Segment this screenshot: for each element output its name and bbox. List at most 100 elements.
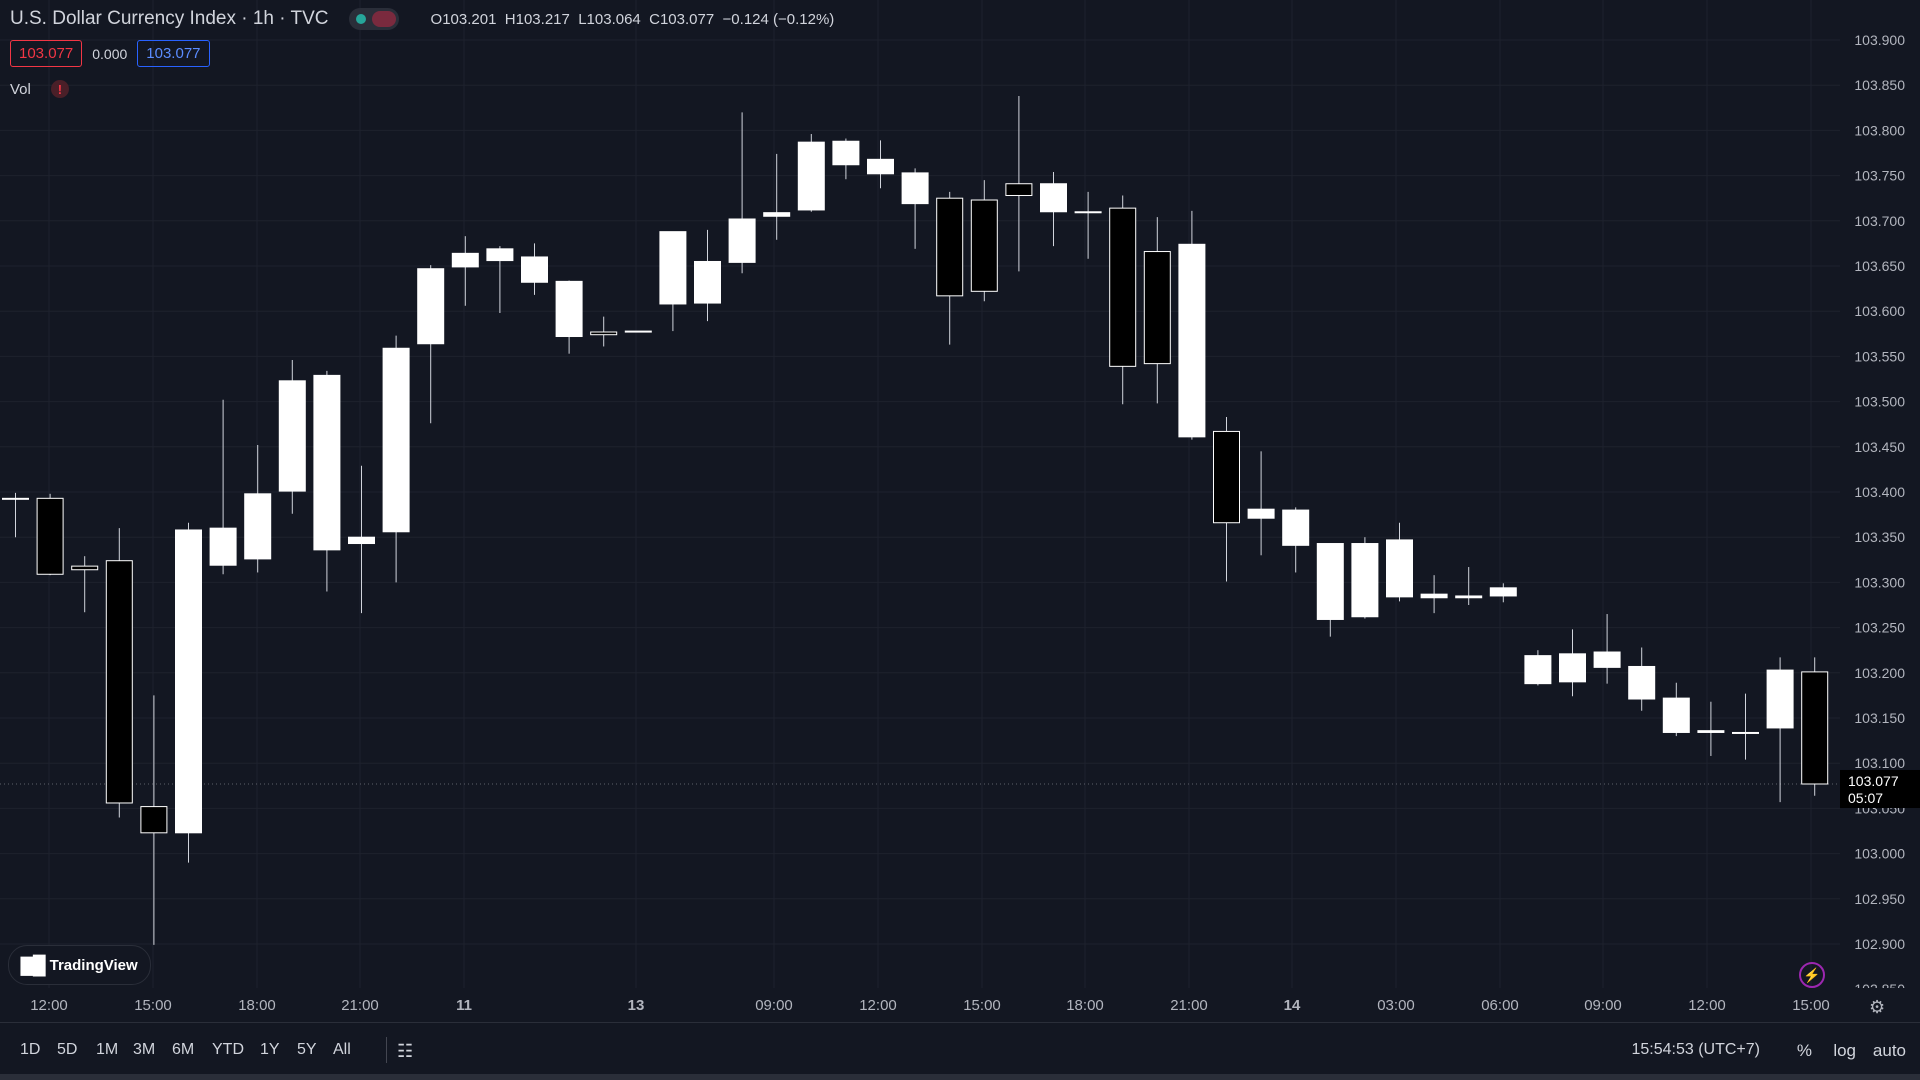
candle-body — [2, 497, 29, 500]
candle — [71, 556, 99, 613]
price-tick-label: 102.850 — [1854, 981, 1905, 988]
candle-body — [694, 260, 721, 304]
price-axis-labels: 103.900 103.850 103.800 103.750 103.700 103.6… — [1840, 32, 1920, 997]
clock[interactable]: 15:54:53 (UTC+7) — [1631, 1041, 1760, 1058]
time-tick-label: 11 — [456, 997, 472, 1014]
candle-body — [1178, 243, 1206, 438]
candle-body — [36, 497, 64, 575]
candle-body — [1697, 730, 1725, 733]
timeframe-5d[interactable]: 5D — [57, 1041, 78, 1058]
candle — [1593, 614, 1621, 684]
price-tick-label: 103.650 — [1854, 258, 1905, 274]
time-tick-label: 09:00 — [755, 997, 793, 1014]
time-tick-label: 03:00 — [1377, 997, 1415, 1014]
trade-buttons: 103.077 0.000 103.077 — [10, 40, 210, 67]
candle — [278, 360, 306, 514]
candle — [1178, 210, 1206, 440]
candle — [1074, 191, 1102, 259]
timeframe-1m[interactable]: 1M — [96, 1041, 119, 1058]
spread-value: 0.000 — [92, 45, 128, 62]
candle — [1420, 575, 1448, 614]
candle-body — [451, 252, 479, 268]
time-tick-label: 12:00 — [1688, 997, 1726, 1014]
candle-body — [175, 529, 202, 834]
time-tick-label: 21:00 — [341, 997, 379, 1014]
warning-icon[interactable]: ! — [50, 80, 69, 98]
percent-toggle[interactable]: % — [1796, 1041, 1812, 1060]
price-tick-label: 103.000 — [1854, 846, 1905, 862]
candle-body — [1593, 651, 1621, 668]
timeframe-ytd[interactable]: YTD — [212, 1041, 244, 1058]
timeframe-6m[interactable]: 6M — [172, 1041, 195, 1058]
volume-label[interactable]: Vol — [10, 80, 31, 98]
buy-button[interactable]: 103.077 — [137, 40, 210, 67]
price-tick-label: 103.200 — [1854, 665, 1905, 681]
candle — [728, 112, 756, 274]
price-axis[interactable]: 103.900 103.850 103.800 103.750 103.700 103.6… — [1840, 0, 1920, 997]
candle — [1524, 650, 1552, 686]
tradingview-logo[interactable]: ▇█ TradingView — [8, 945, 151, 985]
candle — [36, 493, 64, 576]
candle-body — [140, 806, 168, 834]
chart-pane[interactable] — [0, 0, 1840, 988]
timeframe-3m[interactable]: 3M — [133, 1041, 156, 1058]
candle — [1005, 96, 1033, 272]
time-tick-label: 12:00 — [30, 997, 68, 1014]
market-status-toggle[interactable] — [348, 8, 399, 30]
time-tick-label: 21:00 — [1170, 997, 1208, 1014]
close-value: 103.077 — [659, 10, 715, 28]
candle — [209, 399, 237, 575]
candle-body — [555, 280, 583, 338]
time-tick-label: 13 — [628, 997, 645, 1014]
date-range-icon[interactable]: ☷ — [397, 1041, 414, 1061]
lightning-icon[interactable]: ⚡ — [1799, 962, 1825, 988]
candle-body — [1455, 595, 1483, 599]
timeframe-all[interactable]: All — [333, 1041, 351, 1058]
price-tick-label: 103.500 — [1854, 394, 1905, 410]
candle-body — [728, 218, 756, 263]
candle — [936, 191, 964, 345]
high-value: 103.217 — [515, 10, 570, 28]
time-axis[interactable]: 12:00 15:00 18:00 21:00 11 13 09:00 12:00 15:00 1… — [0, 988, 1920, 1022]
candle-body — [278, 380, 306, 492]
candle-body — [1559, 653, 1586, 683]
candle — [797, 134, 825, 212]
price-tick-label: 103.750 — [1854, 168, 1905, 184]
time-tick-label: 15:00 — [1792, 997, 1830, 1014]
sell-button[interactable]: 103.077 — [10, 40, 83, 67]
candle-body — [1732, 731, 1759, 734]
last-price-label: 103.077 — [1848, 773, 1899, 789]
symbol-title[interactable]: U.S. Dollar Currency Index · 1h · TVC — [10, 8, 329, 29]
candle-body — [1247, 508, 1275, 519]
candle — [1455, 567, 1483, 605]
candle — [313, 370, 341, 592]
timeframe-5y[interactable]: 5Y — [297, 1041, 317, 1058]
candle-body — [1005, 183, 1033, 196]
candle — [1628, 647, 1656, 711]
candle — [694, 229, 721, 322]
price-tick-label: 103.450 — [1854, 439, 1905, 455]
auto-toggle[interactable]: auto — [1872, 1041, 1906, 1060]
open-label: O — [430, 10, 443, 28]
price-tick-label: 103.100 — [1854, 755, 1905, 771]
candle-body — [901, 172, 929, 205]
candle — [1489, 583, 1517, 603]
candle — [555, 280, 583, 354]
price-tick-label: 103.300 — [1854, 574, 1905, 590]
candle — [1040, 171, 1067, 247]
candle — [1662, 682, 1690, 737]
timeframe-1y[interactable]: 1Y — [260, 1041, 280, 1058]
candle-body — [936, 197, 964, 297]
timeframe-1d[interactable]: 1D — [20, 1041, 41, 1058]
ohlc-values: O103.201 H103.217 L103.064 C103.077 −0.1… — [431, 11, 835, 28]
candle — [901, 168, 929, 249]
time-tick-label: 15:00 — [963, 997, 1001, 1014]
price-tick-label: 102.900 — [1854, 936, 1905, 952]
candlestick-chart[interactable] — [0, 0, 1840, 988]
candle — [244, 444, 272, 573]
candle — [486, 246, 514, 314]
candle-body — [797, 141, 825, 211]
gear-icon[interactable]: ⚙ — [1869, 997, 1886, 1017]
candle-body — [382, 347, 410, 533]
log-toggle[interactable]: log — [1833, 1041, 1856, 1060]
